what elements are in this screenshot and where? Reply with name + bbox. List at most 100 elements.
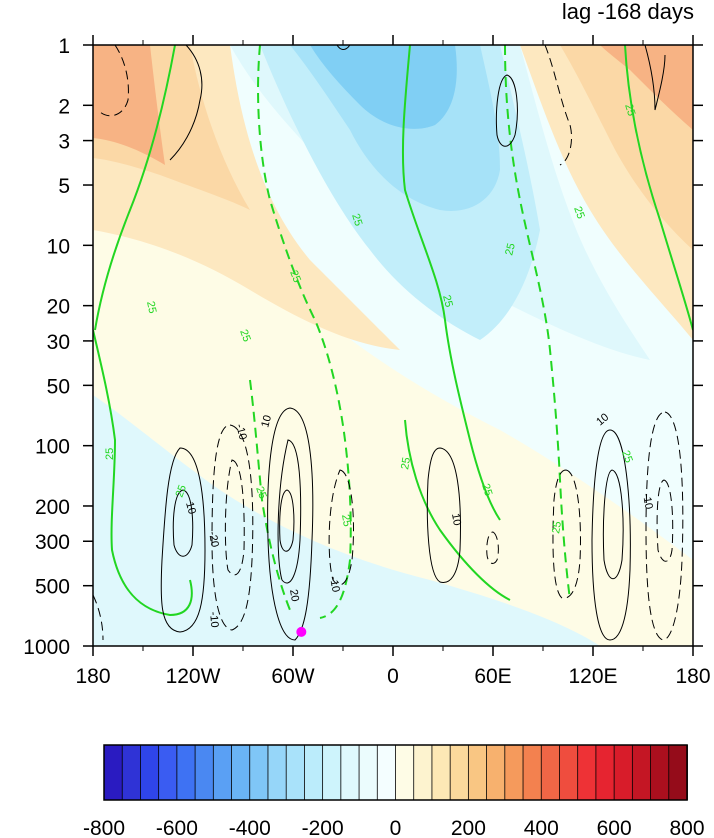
- black-contour-solid-9: [602, 469, 624, 580]
- colorbar-label: 400: [524, 817, 559, 838]
- y-tick-label: 1000: [23, 636, 70, 659]
- y-tick-label: 1: [58, 35, 70, 58]
- x-tick-label: 180: [75, 665, 110, 688]
- colorbar-label: -600: [156, 817, 198, 838]
- black-contour-solid-10: [169, 45, 203, 161]
- colorbar-swatch: [486, 744, 506, 801]
- black-contour-solid-4: [277, 439, 302, 584]
- colorbar-swatch: [358, 744, 379, 801]
- colorbar-swatch: [176, 744, 196, 801]
- green-contour-dashed-2: [504, 45, 571, 601]
- contour-label-black-negative: -10: [207, 611, 220, 628]
- black-contour-solid-12: [336, 45, 351, 50]
- colorbar-swatch: [158, 744, 178, 801]
- field-right-warm-strong: [600, 45, 693, 130]
- x-tick-label: 120E: [568, 665, 617, 688]
- colorbar-label: 800: [669, 817, 704, 838]
- colorbar-swatch: [212, 744, 233, 801]
- green-contour-dashed-3: [249, 379, 291, 611]
- colorbar-swatch: [395, 744, 415, 801]
- contour-label-green: 25: [622, 102, 637, 117]
- x-tick-label: 0: [387, 665, 399, 688]
- contour-label-black-negative: -10: [640, 492, 655, 510]
- colorbar-swatch: [449, 744, 470, 801]
- y-tick-label: 100: [35, 436, 70, 459]
- contour-label-black: 20: [287, 588, 301, 602]
- colorbar-swatch: [340, 744, 360, 801]
- y-tick-label: 200: [35, 496, 70, 519]
- reference-point-marker: [296, 626, 307, 637]
- black-contour-dashed-7: [99, 45, 129, 117]
- colorbar-swatch: [304, 744, 324, 801]
- contour-label-green: 25: [399, 456, 413, 470]
- contour-label-black: 10: [183, 501, 198, 516]
- y-tick-label: 10: [47, 235, 70, 258]
- colorbar-swatch: [103, 744, 124, 801]
- y-tick-label: 300: [35, 531, 70, 554]
- x-tick-label: 60E: [474, 665, 511, 688]
- colorbar-swatch: [595, 744, 616, 801]
- contour-label-black-negative: -20: [206, 530, 221, 548]
- colorbar-swatch: [231, 744, 251, 801]
- black-contour-solid-3: [267, 407, 314, 641]
- colorbar-swatch: [631, 744, 652, 801]
- colorbar-swatch: [194, 744, 215, 801]
- colorbar-swatch: [504, 744, 524, 801]
- contour-label-black-negative: -10: [327, 575, 342, 593]
- colorbar-swatch: [376, 744, 397, 801]
- green-contour-solid-1: [94, 45, 176, 331]
- y-tick-label: 50: [47, 375, 70, 398]
- contour-label-green: 25: [174, 483, 189, 499]
- black-contour-solid-8: [591, 429, 631, 641]
- chart-title: lag -168 days: [562, 0, 694, 24]
- black-contour-solid-11: [644, 45, 666, 111]
- colorbar-swatch: [467, 744, 488, 801]
- black-contour-dashed-2: [224, 459, 245, 576]
- colorbar-swatch: [559, 744, 579, 801]
- contour-label-green: 25: [619, 449, 634, 465]
- black-contour-solid-7: [495, 74, 518, 147]
- black-contour-solid-6: [426, 447, 461, 584]
- contour-label-green: 25: [237, 328, 252, 344]
- colorbar-swatch: [249, 744, 269, 801]
- green-contour-solid-3: [401, 45, 501, 521]
- colorbar-swatch: [668, 744, 688, 801]
- colorbar-swatch: [322, 744, 342, 801]
- colorbar-label: 600: [597, 817, 632, 838]
- contour-label-green: 25: [144, 300, 158, 314]
- black-contour-dashed-3: [328, 469, 354, 586]
- black-contour-solid-5: [279, 489, 295, 552]
- field-cool-strong-wedge: [310, 45, 457, 129]
- y-tick-label: 2: [58, 95, 70, 118]
- y-tick-label: 3: [58, 131, 70, 154]
- x-tick-label: 60W: [271, 665, 314, 688]
- colorbar-swatch: [121, 744, 142, 801]
- black-contour-dashed-4: [552, 469, 581, 599]
- contour-label-green: 25: [550, 520, 564, 534]
- colorbar-swatch: [613, 744, 634, 801]
- colorbar-frame: [103, 744, 688, 801]
- contour-label-green: 25: [440, 294, 455, 309]
- black-contour-dashed-10: [93, 594, 104, 641]
- y-tick-label: 500: [35, 576, 70, 599]
- green-contour-solid-2: [93, 329, 193, 617]
- field-cool-lower: [93, 380, 693, 646]
- colorbar: -800 -600 -400 -200 0 200 400 600 800: [83, 744, 705, 838]
- y-tick-label: 30: [47, 331, 70, 354]
- colorbar-swatch: [140, 744, 160, 801]
- contour-label-green: 25: [287, 269, 303, 285]
- x-tick-label: 180: [675, 665, 710, 688]
- colorbar-swatch: [285, 744, 306, 801]
- contour-label-green: 25: [339, 513, 353, 527]
- colorbar-swatch: [577, 744, 597, 801]
- black-contour-solid-1: [160, 447, 206, 633]
- contour-label-green: 25: [571, 205, 586, 221]
- contour-label-black-negative: -10: [233, 423, 249, 441]
- colorbar-label: -800: [83, 817, 125, 838]
- contour-label-green: 25: [479, 482, 494, 497]
- contour-label-green: 25: [503, 242, 518, 257]
- contour-label-green: 25: [104, 448, 116, 460]
- black-contour-dashed-1: [211, 424, 254, 631]
- filled-contour-field: [93, 45, 693, 646]
- green-contour-dashed-1: [257, 45, 352, 619]
